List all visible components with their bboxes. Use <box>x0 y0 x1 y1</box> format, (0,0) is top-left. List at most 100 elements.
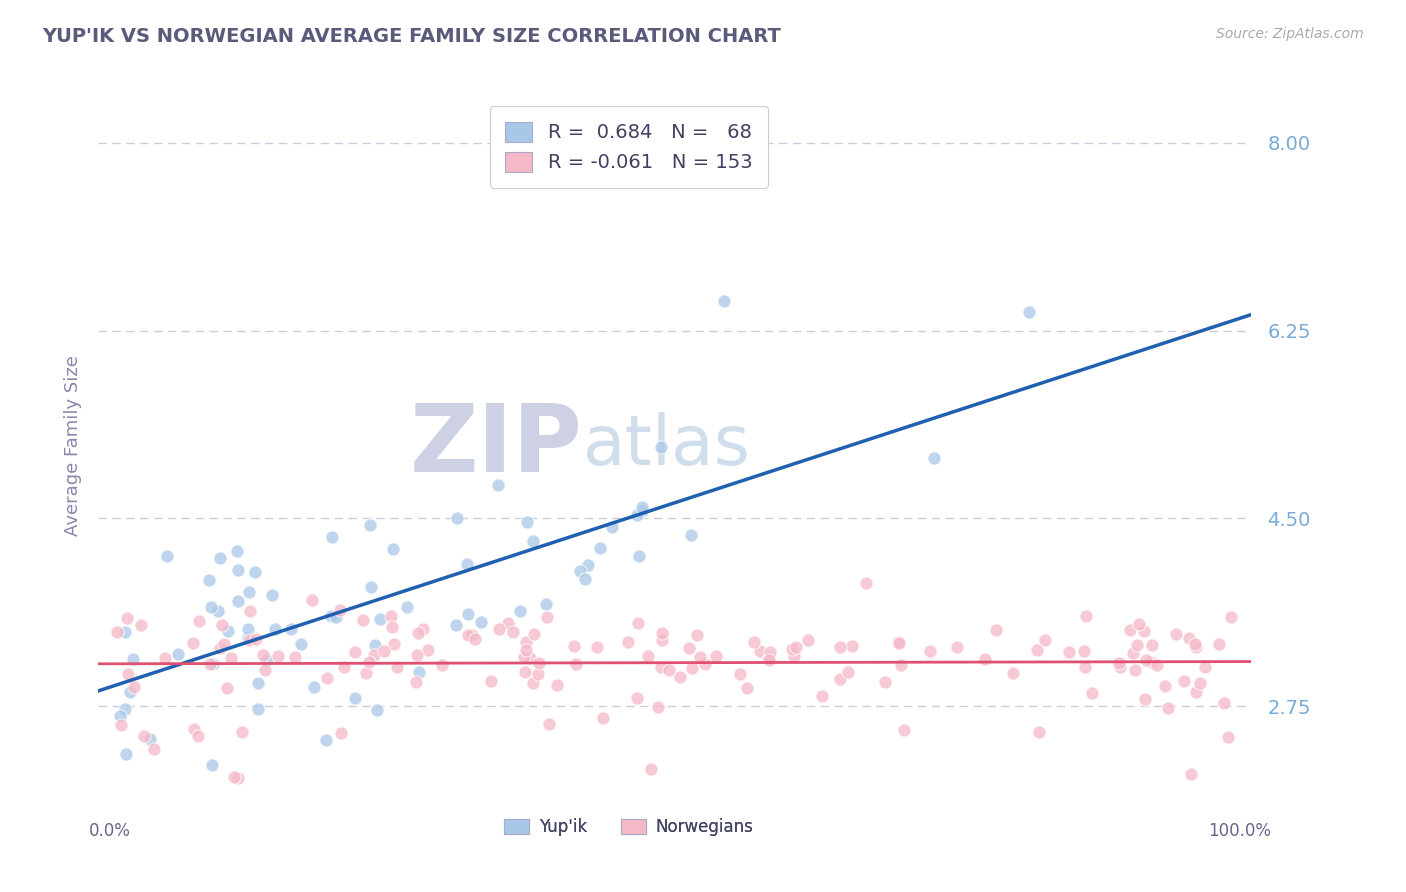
Point <box>668 670 690 684</box>
Point <box>516 515 538 529</box>
Point <box>479 673 502 688</box>
Point <box>211 618 233 632</box>
Point <box>1189 675 1212 690</box>
Point <box>212 637 235 651</box>
Point <box>405 675 427 690</box>
Point <box>143 742 166 756</box>
Point <box>325 610 347 624</box>
Point <box>215 681 238 696</box>
Point <box>498 616 520 631</box>
Point <box>706 648 728 663</box>
Point <box>1184 637 1206 651</box>
Point <box>446 511 468 525</box>
Point <box>363 648 385 662</box>
Point <box>408 665 430 679</box>
Point <box>382 542 405 557</box>
Point <box>830 672 852 686</box>
Y-axis label: Average Family Size: Average Family Size <box>63 356 82 536</box>
Point <box>197 573 219 587</box>
Point <box>243 565 266 579</box>
Point <box>302 681 325 695</box>
Point <box>536 597 558 611</box>
Point <box>1074 659 1097 673</box>
Point <box>239 604 262 618</box>
Point <box>1133 624 1156 638</box>
Point <box>430 657 453 672</box>
Point <box>537 717 560 731</box>
Point <box>811 689 834 703</box>
Point <box>693 657 716 671</box>
Point <box>1057 645 1080 659</box>
Point <box>650 660 672 674</box>
Point <box>626 508 648 522</box>
Point <box>875 675 897 690</box>
Point <box>785 640 807 655</box>
Legend: Yup'ik, Norwegians: Yup'ik, Norwegians <box>496 810 762 845</box>
Point <box>201 657 224 672</box>
Point <box>1219 610 1241 624</box>
Point <box>382 637 405 651</box>
Point <box>1140 656 1163 670</box>
Point <box>262 588 284 602</box>
Point <box>406 626 429 640</box>
Point <box>1173 674 1195 689</box>
Point <box>153 651 176 665</box>
Point <box>546 678 568 692</box>
Point <box>122 652 145 666</box>
Point <box>156 549 179 564</box>
Point <box>360 580 382 594</box>
Point <box>1001 665 1024 680</box>
Point <box>416 643 439 657</box>
Point <box>887 635 910 649</box>
Point <box>589 541 612 555</box>
Point <box>1184 640 1206 654</box>
Point <box>735 681 758 696</box>
Point <box>217 624 239 639</box>
Point <box>637 648 659 663</box>
Point <box>488 622 510 636</box>
Point <box>515 635 537 649</box>
Point <box>890 658 912 673</box>
Point <box>166 647 188 661</box>
Point <box>226 771 249 785</box>
Point <box>742 634 765 648</box>
Point <box>238 631 260 645</box>
Point <box>238 585 260 599</box>
Point <box>600 520 623 534</box>
Point <box>114 747 136 761</box>
Point <box>626 690 648 705</box>
Point <box>225 543 247 558</box>
Point <box>522 533 544 548</box>
Point <box>522 676 544 690</box>
Point <box>1108 657 1130 671</box>
Point <box>689 649 711 664</box>
Point <box>1194 659 1216 673</box>
Point <box>373 644 395 658</box>
Point <box>252 648 274 663</box>
Point <box>264 622 287 636</box>
Text: atlas: atlas <box>582 412 751 480</box>
Point <box>658 663 681 677</box>
Point <box>1122 646 1144 660</box>
Point <box>247 702 270 716</box>
Point <box>284 650 307 665</box>
Point <box>1212 696 1234 710</box>
Point <box>368 612 391 626</box>
Point <box>562 639 585 653</box>
Point <box>200 657 222 671</box>
Point <box>713 294 735 309</box>
Point <box>256 652 278 666</box>
Point <box>380 609 402 624</box>
Point <box>1146 658 1168 673</box>
Point <box>181 636 204 650</box>
Point <box>201 758 224 772</box>
Point <box>631 504 654 518</box>
Point <box>889 636 911 650</box>
Point <box>114 702 136 716</box>
Point <box>354 666 377 681</box>
Point <box>332 659 354 673</box>
Point <box>105 624 128 639</box>
Point <box>1135 653 1157 667</box>
Point <box>222 770 245 784</box>
Point <box>617 635 640 649</box>
